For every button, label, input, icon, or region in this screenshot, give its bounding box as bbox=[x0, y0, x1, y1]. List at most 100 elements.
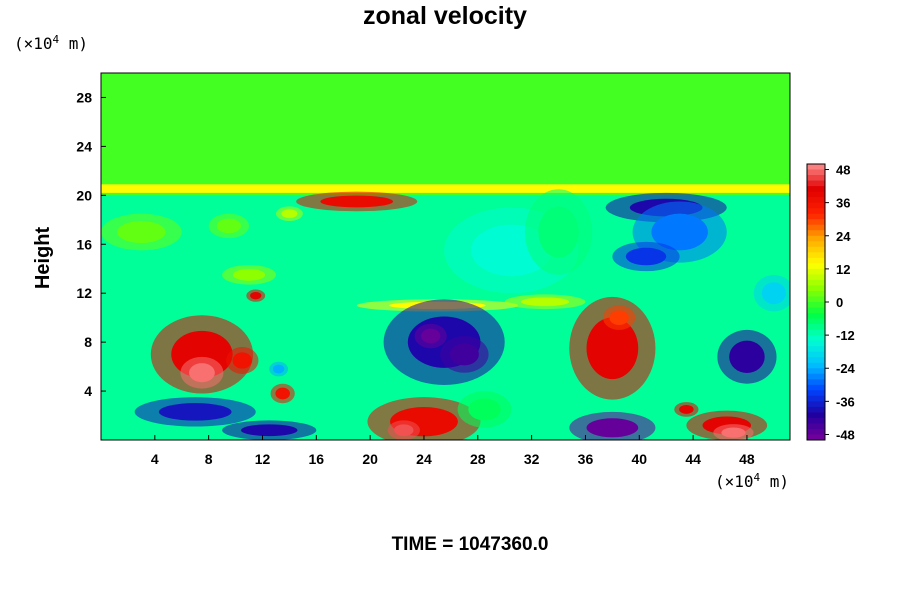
colorbar-swatch bbox=[807, 428, 825, 435]
field-feature bbox=[275, 387, 290, 400]
field-feature bbox=[609, 310, 629, 326]
field-feature bbox=[117, 221, 166, 244]
colorbar-tick-label: 48 bbox=[836, 163, 850, 178]
field-feature bbox=[729, 340, 765, 373]
x-tick-label: 12 bbox=[255, 451, 271, 467]
colorbar-swatch bbox=[807, 252, 825, 259]
x-tick-label: 40 bbox=[631, 451, 647, 467]
field-feature bbox=[240, 424, 298, 437]
colorbar-swatch bbox=[807, 257, 825, 264]
colorbar-swatch bbox=[807, 191, 825, 198]
field-feature bbox=[394, 424, 414, 437]
colorbar-swatch bbox=[807, 401, 825, 408]
colorbar-swatch bbox=[807, 318, 825, 325]
y-tick-label: 20 bbox=[76, 187, 92, 203]
y-tick-label: 24 bbox=[76, 138, 92, 154]
colorbar-swatch bbox=[807, 302, 825, 308]
x-tick-label: 32 bbox=[524, 451, 540, 467]
field-feature bbox=[250, 291, 262, 300]
colorbar-tick-label: -24 bbox=[836, 361, 856, 376]
colorbar-swatch bbox=[807, 180, 825, 187]
colorbar-swatch bbox=[807, 390, 825, 397]
colorbar-swatch bbox=[807, 208, 825, 215]
colorbar-tick-label: 36 bbox=[836, 196, 850, 211]
colorbar-swatch bbox=[807, 268, 825, 275]
colorbar-swatch bbox=[807, 202, 825, 209]
colorbar-swatch bbox=[807, 434, 825, 441]
colorbar-swatch bbox=[807, 324, 825, 330]
colorbar-swatch bbox=[807, 406, 825, 413]
y-tick-label: 28 bbox=[76, 89, 92, 105]
colorbar-tick-label: 0 bbox=[836, 295, 843, 310]
x-axis-unit: (×104 m) bbox=[715, 471, 789, 491]
field-feature bbox=[232, 268, 266, 281]
field-feature bbox=[281, 209, 298, 219]
field-feature bbox=[468, 398, 501, 421]
colorbar-swatch bbox=[807, 346, 825, 353]
x-tick-label: 20 bbox=[362, 451, 378, 467]
colorbar-swatch bbox=[807, 384, 825, 391]
y-tick-label: 12 bbox=[76, 285, 92, 301]
field-feature bbox=[449, 343, 479, 366]
colorbar-swatch bbox=[807, 423, 825, 430]
x-axis-ticks: 4 8 12 16 20 24 28 32 36 40 44 48 bbox=[151, 435, 755, 467]
field-feature bbox=[721, 427, 746, 438]
field-feature bbox=[272, 364, 285, 374]
colorbar-swatch bbox=[807, 335, 825, 342]
colorbar-swatch bbox=[807, 213, 825, 220]
colorbar-swatch bbox=[807, 412, 825, 419]
colorbar: 48 36 24 12 0 -12 -24 -36 -48 bbox=[806, 163, 856, 442]
plot-frame bbox=[100, 72, 791, 441]
colorbar-swatch bbox=[807, 246, 825, 253]
field-feature bbox=[232, 352, 252, 369]
field-feature bbox=[651, 213, 708, 251]
x-tick-label: 8 bbox=[205, 451, 213, 467]
colorbar-swatch bbox=[807, 285, 825, 292]
colorbar-swatch bbox=[807, 373, 825, 380]
x-tick-label: 24 bbox=[416, 451, 432, 467]
colorbar-swatch bbox=[807, 357, 825, 364]
colorbar-tick-label: -48 bbox=[836, 427, 855, 442]
colorbar-tick-label: -36 bbox=[836, 394, 855, 409]
field-feature bbox=[189, 363, 215, 383]
colorbar-swatch bbox=[807, 329, 825, 336]
colorbar-swatch bbox=[807, 219, 825, 226]
colorbar-swatch bbox=[807, 224, 825, 231]
colorbar-tick-label: 24 bbox=[836, 229, 851, 244]
y-axis-unit: (×104 m) bbox=[14, 33, 88, 53]
field-feature bbox=[520, 297, 570, 307]
field-feature bbox=[586, 317, 639, 380]
colorbar-swatch bbox=[807, 274, 825, 281]
colorbar-swatch bbox=[807, 197, 825, 204]
colorbar-swatch bbox=[807, 164, 825, 170]
field-feature bbox=[625, 247, 667, 266]
colorbar-tick-label: -12 bbox=[836, 328, 855, 343]
field-feature bbox=[320, 195, 394, 208]
x-tick-label: 44 bbox=[685, 451, 701, 467]
x-tick-label: 28 bbox=[470, 451, 486, 467]
colorbar-swatch bbox=[807, 362, 825, 369]
colorbar-swatch bbox=[807, 351, 825, 358]
field-feature bbox=[538, 206, 579, 258]
field-feature bbox=[761, 282, 786, 305]
colorbar-swatch bbox=[807, 307, 825, 314]
colorbar-swatch bbox=[807, 279, 825, 286]
colorbar-swatch bbox=[807, 417, 825, 424]
colorbar-swatch bbox=[807, 169, 825, 176]
y-tick-label: 8 bbox=[84, 334, 92, 350]
field-feature bbox=[679, 405, 694, 414]
time-label: TIME = 1047360.0 bbox=[392, 534, 549, 555]
colorbar-swatch bbox=[807, 340, 825, 347]
x-tick-label: 4 bbox=[151, 451, 159, 467]
x-tick-label: 16 bbox=[309, 451, 325, 467]
y-axis-label: Height bbox=[32, 227, 54, 290]
y-axis-ticks: 4 8 12 16 20 24 28 bbox=[76, 89, 106, 399]
colorbar-swatch bbox=[807, 395, 825, 402]
colorbar-swatch bbox=[807, 175, 825, 181]
field-feature bbox=[158, 403, 232, 421]
field-feature bbox=[586, 418, 639, 438]
heatmap-field bbox=[101, 73, 790, 440]
field-feature bbox=[421, 328, 441, 344]
x-tick-label: 48 bbox=[739, 451, 755, 467]
